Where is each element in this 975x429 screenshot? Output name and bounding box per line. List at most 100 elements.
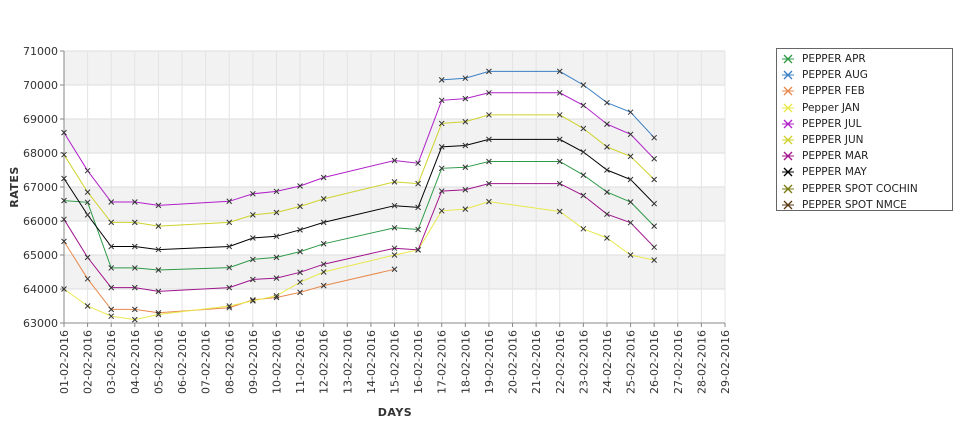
- x-tick-label: 19-02-2016: [483, 330, 496, 394]
- data-point: [61, 151, 67, 158]
- data-point: [226, 284, 233, 291]
- x-tick-label: 02-02-2016: [82, 330, 95, 394]
- data-point: [226, 198, 233, 205]
- data-point: [651, 155, 658, 162]
- x-tick-label: 03-02-2016: [105, 330, 118, 394]
- data-point: [155, 288, 162, 295]
- data-point: [627, 109, 634, 116]
- x-tick-label: 27-02-2016: [672, 330, 685, 394]
- data-point: [627, 176, 634, 183]
- x-tick-label: 29-02-2016: [719, 330, 732, 394]
- data-point: [438, 207, 445, 214]
- data-point: [556, 68, 563, 75]
- data-point: [580, 102, 587, 109]
- series-line: [63, 114, 655, 227]
- line-chart: 63000 64000 65000 66000 67000 68000 69000 70000…: [8, 45, 732, 419]
- data-point: [61, 175, 67, 182]
- data-point: [226, 264, 233, 271]
- data-point: [108, 243, 115, 250]
- data-point: [131, 265, 138, 271]
- legend-marker-icon: [781, 149, 795, 163]
- data-point: [627, 219, 634, 226]
- series-1: [438, 68, 658, 141]
- data-point: [391, 179, 398, 185]
- x-tick-label: 23-02-2016: [577, 330, 590, 394]
- data-point: [438, 165, 445, 172]
- data-point: [131, 219, 138, 226]
- data-point: [604, 167, 610, 173]
- data-point: [226, 303, 233, 309]
- legend-item: PEPPER APR: [781, 51, 952, 67]
- series-line: [63, 183, 655, 292]
- data-point: [556, 180, 563, 187]
- data-point: [486, 198, 492, 205]
- data-point: [84, 199, 91, 206]
- data-point: [580, 172, 587, 178]
- data-point: [651, 134, 658, 141]
- y-tick-label: 71000: [23, 45, 58, 58]
- data-point: [627, 131, 634, 138]
- data-point: [580, 82, 587, 88]
- data-point: [627, 252, 634, 258]
- data-point: [108, 284, 115, 291]
- y-axis-title: RATES: [8, 166, 21, 208]
- data-point: [61, 129, 67, 136]
- data-point: [462, 95, 469, 102]
- data-point: [438, 188, 445, 194]
- x-tick-label: 01-02-2016: [58, 330, 71, 394]
- data-point: [391, 266, 398, 273]
- data-point: [438, 97, 445, 104]
- legend-item: PEPPER JUL: [781, 116, 952, 132]
- data-point: [155, 223, 162, 229]
- x-tick-label: 06-02-2016: [176, 330, 189, 394]
- axes: [60, 51, 725, 327]
- x-tick-label: 24-02-2016: [601, 330, 614, 394]
- x-tick-label: 12-02-2016: [318, 330, 331, 394]
- series-6: [61, 180, 658, 295]
- series-line: [63, 161, 655, 271]
- legend-item: PEPPER AUG: [781, 67, 952, 83]
- data-point: [438, 120, 445, 127]
- legend-marker-icon: [781, 52, 795, 66]
- data-point: [131, 306, 138, 313]
- data-point: [415, 247, 421, 253]
- data-point: [273, 292, 280, 299]
- data-point: [391, 157, 398, 164]
- legend-marker-icon: [781, 133, 795, 147]
- data-point: [391, 202, 398, 209]
- data-point: [84, 212, 91, 218]
- data-point: [297, 203, 303, 210]
- legend-item: PEPPER FEB: [781, 83, 952, 99]
- legend-marker-icon: [781, 198, 795, 212]
- data-point: [580, 125, 587, 132]
- legend-item: PEPPER JUN: [781, 132, 952, 148]
- data-point: [486, 158, 492, 165]
- legend-item: PEPPER SPOT NMCE: [781, 197, 952, 213]
- data-point: [297, 226, 303, 233]
- x-tick-label: 07-02-2016: [200, 330, 213, 394]
- data-point: [131, 316, 138, 323]
- data-point: [131, 199, 138, 205]
- data-point: [580, 192, 587, 199]
- data-point: [556, 136, 563, 143]
- data-point: [580, 225, 587, 232]
- legend-label: PEPPER AUG: [802, 69, 868, 82]
- data-point: [320, 282, 327, 289]
- legend-marker-icon: [781, 68, 795, 82]
- y-tick-label: 66000: [23, 215, 58, 228]
- data-point: [320, 269, 327, 275]
- x-tick-label: 17-02-2016: [436, 330, 449, 394]
- data-point: [108, 306, 115, 313]
- legend-label: PEPPER FEB: [802, 85, 865, 98]
- x-tick-label: 20-02-2016: [507, 330, 520, 394]
- data-point: [651, 244, 658, 251]
- data-point: [604, 99, 610, 106]
- x-tick-label: 04-02-2016: [129, 330, 142, 394]
- data-point: [462, 75, 469, 82]
- series-line: [63, 201, 655, 321]
- y-tick-label: 70000: [23, 79, 58, 92]
- data-point: [61, 197, 67, 204]
- data-point: [604, 189, 610, 195]
- data-point: [320, 240, 327, 247]
- x-tick-labels: 01-02-2016 02-02-2016 03-02-2016 04-02-2016…: [58, 323, 732, 394]
